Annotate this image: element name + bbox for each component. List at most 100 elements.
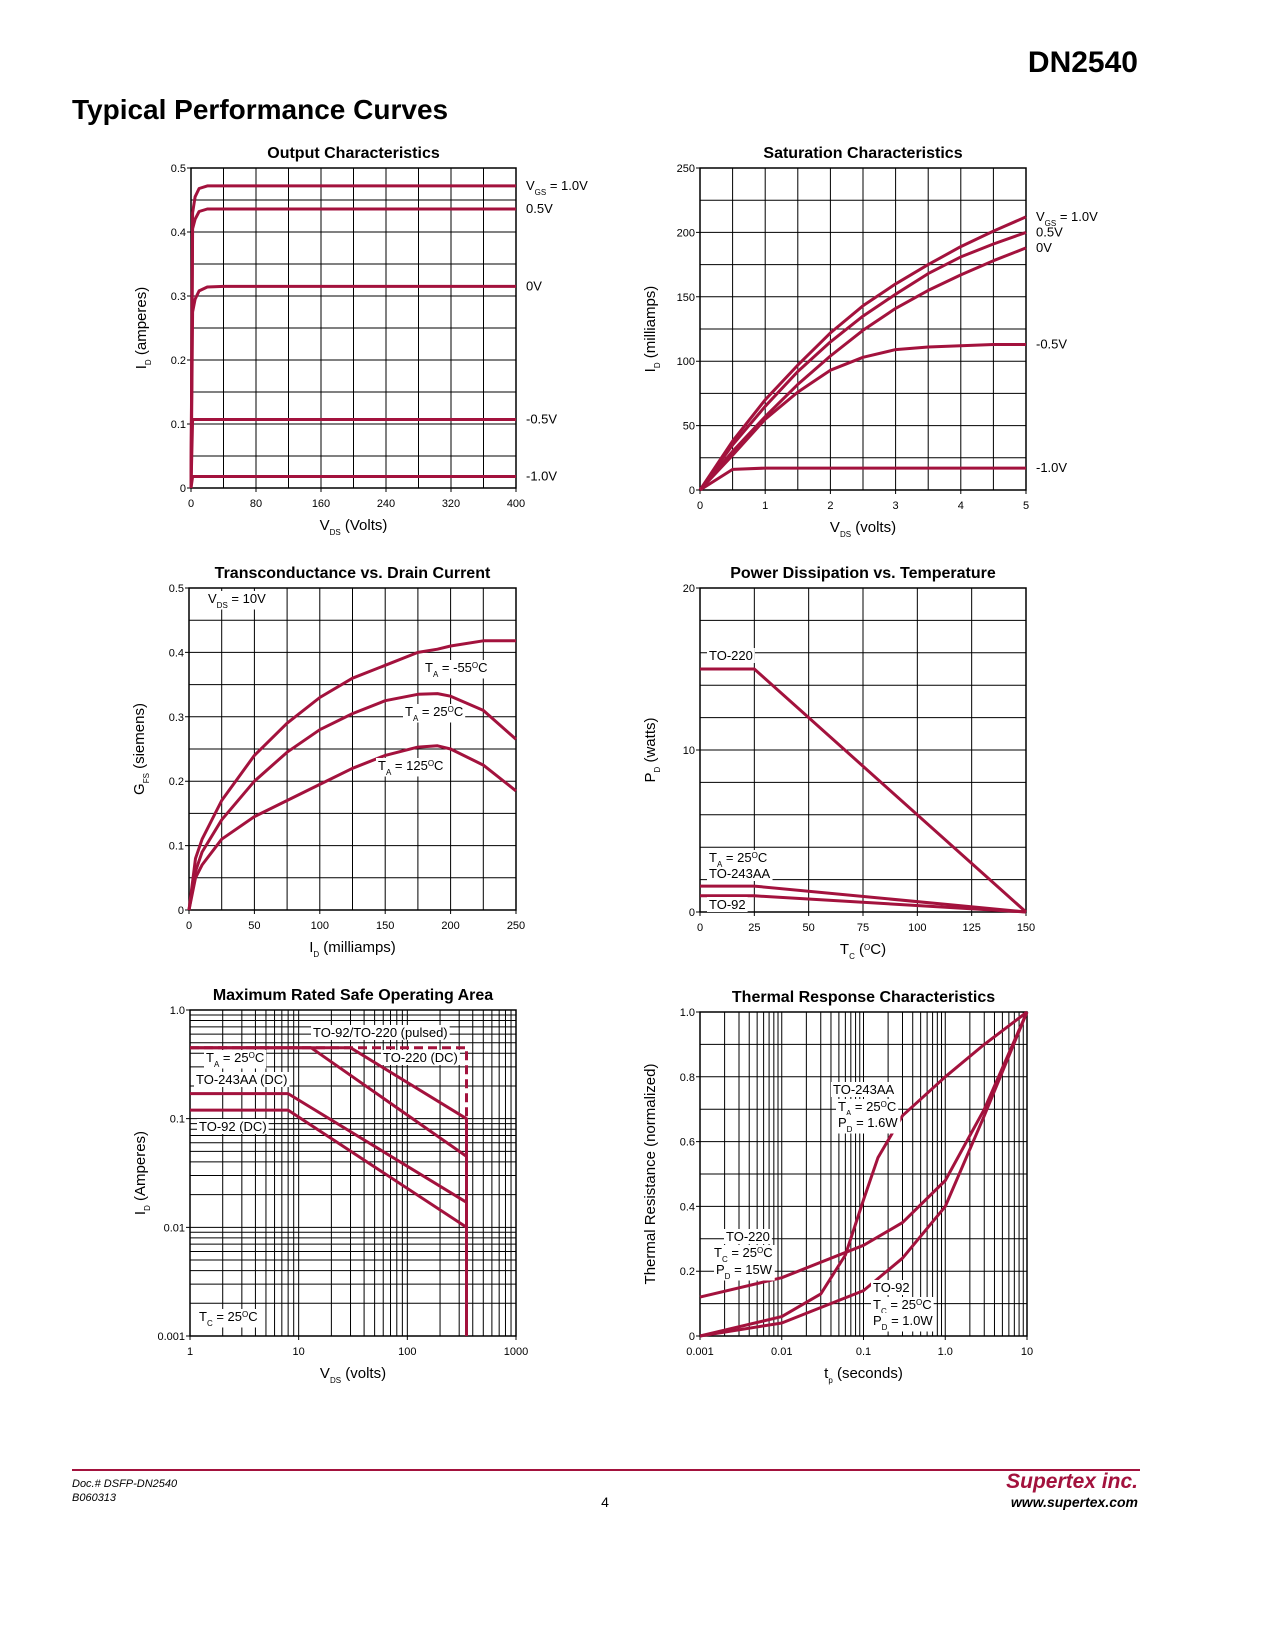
label-part: (amperes) <box>133 287 150 360</box>
data-line <box>187 744 517 911</box>
y-tick-label: 0 <box>689 1331 695 1343</box>
label-part: P <box>716 1262 725 1277</box>
y-axis-label: GFS (siemens) <box>131 703 151 795</box>
label-part: (volts) <box>341 1365 386 1382</box>
label-part: C <box>763 1245 772 1260</box>
label-part: C <box>248 1309 257 1324</box>
x-axis-label: VDS (volts) <box>830 519 896 539</box>
x-tick-label: 150 <box>1017 922 1035 934</box>
y-axis-label: PD (watts) <box>642 718 662 783</box>
label-part: V <box>1036 209 1045 224</box>
label-part: = 10V <box>228 591 266 606</box>
label-part: DS <box>840 530 851 539</box>
y-tick-label: 0.5 <box>171 163 186 175</box>
label-part: D <box>653 362 662 368</box>
section-title: Typical Performance Curves <box>72 94 448 125</box>
x-tick-label: 0.01 <box>771 1346 792 1358</box>
label-part: DS <box>217 601 228 610</box>
annotation: PD = 1.6W <box>838 1115 898 1134</box>
x-tick-label: 250 <box>507 920 525 932</box>
label-part: = 25 <box>418 704 447 719</box>
label-background <box>206 591 269 610</box>
page-number: 4 <box>601 1494 609 1510</box>
series-label: VGS = 1.0V <box>1036 209 1098 228</box>
label-part: I <box>642 368 659 372</box>
label-part: (milliamps) <box>642 286 659 363</box>
label-part: P <box>642 772 659 782</box>
x-tick-label: 1000 <box>504 1346 528 1358</box>
data-line <box>700 884 1027 914</box>
label-part: (seconds) <box>833 1365 903 1382</box>
x-tick-label: 4 <box>958 500 964 512</box>
y-tick-label: 0.1 <box>170 1114 185 1126</box>
label-part: O <box>448 705 454 714</box>
data-line <box>698 230 1027 491</box>
label-part: ( <box>855 941 864 958</box>
label-part: C <box>454 704 463 719</box>
x-axis-label: VDS (volts) <box>320 1365 386 1385</box>
y-axis-label: ID (amperes) <box>133 287 153 369</box>
y-axis-label: ID (Amperes) <box>132 1131 152 1215</box>
company: Supertex inc. <box>1006 1470 1138 1493</box>
y-tick-label: 1.0 <box>170 1005 185 1017</box>
series-label: -1.0V <box>526 468 557 483</box>
label-part: = 25 <box>722 850 751 865</box>
annotation: TC = 25OC <box>199 1309 258 1328</box>
label-part: GS <box>1045 218 1057 227</box>
data-line <box>190 1046 468 1158</box>
label-part: V <box>320 1365 330 1382</box>
label-part: A <box>214 1060 220 1069</box>
label-part: = 25 <box>851 1099 880 1114</box>
series-label: TO-243AA (DC) <box>196 1072 288 1087</box>
label-background <box>707 648 755 663</box>
chart-title: Power Dissipation vs. Temperature <box>730 565 996 582</box>
x-tick-label: 10 <box>293 1346 305 1358</box>
y-tick-label: 0.4 <box>680 1201 695 1213</box>
label-background <box>311 1025 450 1040</box>
label-part: G <box>131 783 148 795</box>
series-label: TO-243AA <box>833 1082 895 1097</box>
x-axis-label: tp (seconds) <box>824 1365 903 1385</box>
label-part: = 125 <box>391 758 428 773</box>
x-tick-label: 25 <box>748 922 760 934</box>
data-line <box>699 1011 1029 1299</box>
series-label: 0.5V <box>526 201 553 216</box>
label-part: = 1.0V <box>1056 209 1098 224</box>
chart-title: Output Characteristics <box>267 145 440 162</box>
series-label: TA = 125OC <box>378 758 443 777</box>
series-label: TO-220 <box>709 648 753 663</box>
label-background <box>871 1280 912 1295</box>
data-line <box>189 284 516 489</box>
label-part: O <box>242 1310 248 1319</box>
series-label: TO-92 <box>873 1280 910 1295</box>
annotation: TA = 25OC <box>709 850 767 869</box>
label-part: I <box>133 365 150 369</box>
label-part: V <box>830 519 840 536</box>
label-background <box>836 1115 901 1134</box>
label-part: O <box>249 1051 255 1060</box>
x-tick-label: 2 <box>827 500 833 512</box>
label-part: D <box>144 359 153 365</box>
label-part: p <box>828 1376 833 1385</box>
x-tick-label: 0 <box>186 920 192 932</box>
data-line <box>190 1092 468 1204</box>
label-background <box>403 704 466 723</box>
label-part: = 25 <box>219 1050 248 1065</box>
label-background <box>871 1313 936 1332</box>
series-label: 0V <box>526 278 542 293</box>
plot-frame <box>699 587 1027 913</box>
label-part: O <box>472 661 478 670</box>
x-tick-label: 200 <box>441 920 459 932</box>
label-part: (Amperes) <box>132 1131 149 1205</box>
label-background <box>836 1099 899 1118</box>
label-part: C <box>722 1255 728 1264</box>
label-part: D <box>143 1205 152 1211</box>
label-part: O <box>916 1298 922 1307</box>
x-tick-label: 125 <box>962 922 980 934</box>
y-tick-label: 0.5 <box>169 583 184 595</box>
series-label: VGS = 1.0V <box>526 178 588 197</box>
label-part: = 25 <box>213 1309 242 1324</box>
label-part: T <box>873 1297 881 1312</box>
x-tick-label: 320 <box>442 498 460 510</box>
label-part: GS <box>535 187 547 196</box>
